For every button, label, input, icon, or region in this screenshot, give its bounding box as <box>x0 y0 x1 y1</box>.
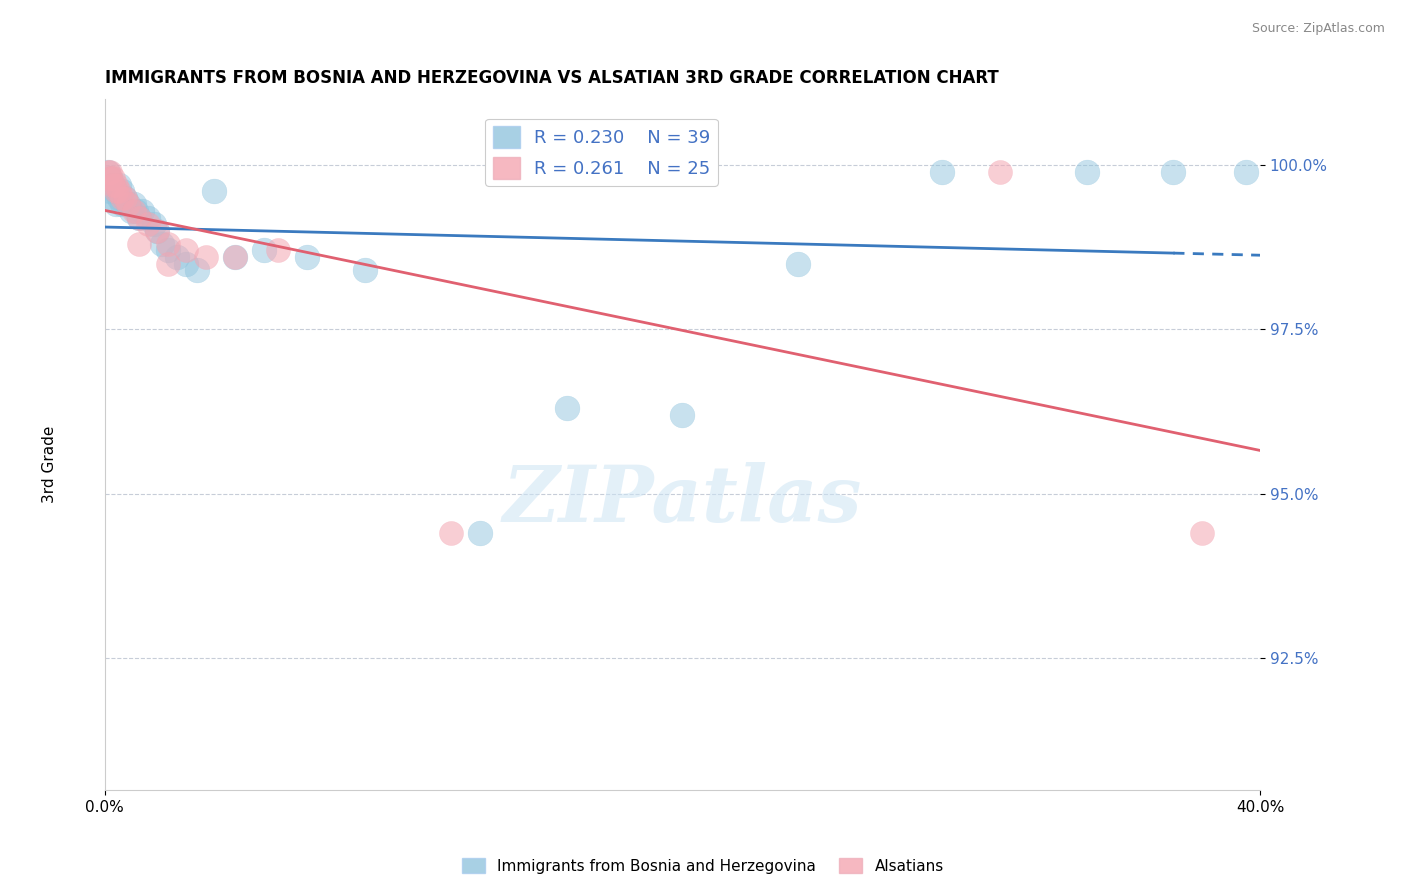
Point <box>142 217 165 231</box>
Text: ZIPatlas: ZIPatlas <box>503 461 862 538</box>
Point <box>117 197 139 211</box>
Point <box>470 526 492 541</box>
Point <box>1076 164 1098 178</box>
Point <box>128 211 150 225</box>
Point <box>194 250 217 264</box>
Point <box>100 171 122 186</box>
Point <box>105 178 128 192</box>
Point <box>105 197 128 211</box>
Point <box>108 178 131 192</box>
Point <box>786 257 808 271</box>
Point <box>671 408 693 422</box>
Point <box>131 204 153 219</box>
Text: IMMIGRANTS FROM BOSNIA AND HERZEGOVINA VS ALSATIAN 3RD GRADE CORRELATION CHART: IMMIGRANTS FROM BOSNIA AND HERZEGOVINA V… <box>104 69 998 87</box>
Legend: R = 0.230    N = 39, R = 0.261    N = 25: R = 0.230 N = 39, R = 0.261 N = 25 <box>485 119 717 186</box>
Point <box>136 217 159 231</box>
Point <box>111 191 134 205</box>
Point <box>224 250 246 264</box>
Point <box>122 204 145 219</box>
Point <box>111 184 134 198</box>
Point <box>122 197 145 211</box>
Point <box>117 197 139 211</box>
Point <box>103 178 125 192</box>
Point <box>555 401 578 416</box>
Point <box>152 236 174 251</box>
Point <box>204 184 226 198</box>
Point <box>252 244 274 258</box>
Point <box>353 263 375 277</box>
Point <box>108 184 131 198</box>
Point <box>145 224 167 238</box>
Point <box>108 191 131 205</box>
Point <box>100 184 122 198</box>
Point <box>440 526 463 541</box>
Point <box>128 211 150 225</box>
Point <box>224 250 246 264</box>
Point <box>1163 164 1185 178</box>
Point <box>120 204 142 219</box>
Point <box>166 250 188 264</box>
Point <box>111 197 134 211</box>
Point <box>100 164 122 178</box>
Point <box>174 244 197 258</box>
Point <box>103 171 125 186</box>
Point <box>103 191 125 205</box>
Point <box>136 211 159 225</box>
Point <box>157 244 180 258</box>
Point <box>97 164 120 178</box>
Point <box>100 171 122 186</box>
Point <box>157 236 180 251</box>
Point <box>157 257 180 271</box>
Point <box>105 184 128 198</box>
Point <box>267 244 290 258</box>
Point <box>1191 526 1213 541</box>
Point <box>103 178 125 192</box>
Point <box>114 191 136 205</box>
Point <box>125 204 148 219</box>
Point <box>105 184 128 198</box>
Point <box>186 263 208 277</box>
Point <box>295 250 318 264</box>
Point <box>114 191 136 205</box>
Point <box>145 224 167 238</box>
Point <box>931 164 953 178</box>
Legend: Immigrants from Bosnia and Herzegovina, Alsatians: Immigrants from Bosnia and Herzegovina, … <box>456 852 950 880</box>
Point <box>988 164 1011 178</box>
Point <box>174 257 197 271</box>
Text: Source: ZipAtlas.com: Source: ZipAtlas.com <box>1251 22 1385 36</box>
Point <box>1234 164 1257 178</box>
Text: 3rd Grade: 3rd Grade <box>42 425 56 502</box>
Point <box>128 236 150 251</box>
Point <box>97 164 120 178</box>
